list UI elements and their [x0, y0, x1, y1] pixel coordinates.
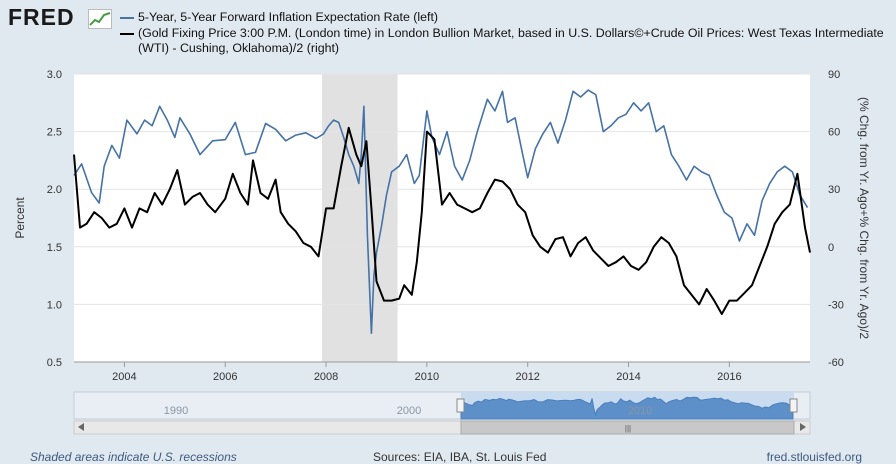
navigator-scrollbar-thumb[interactable]: [460, 420, 795, 435]
y-right-tick-label: 60: [828, 127, 840, 139]
fred-logo[interactable]: FRED: [8, 4, 75, 30]
x-tick-label: 2016: [717, 371, 741, 383]
navigator-label-2010: 2010: [628, 405, 652, 417]
legend-entry-gold-oil[interactable]: (Gold Fixing Price 3:00 P.M. (London tim…: [120, 26, 890, 57]
y-right-tick-label: -60: [828, 357, 844, 369]
y-left-tick-label: 2.0: [47, 184, 62, 196]
recession-note: Shaded areas indicate U.S. recessions: [30, 450, 237, 464]
x-tick-label: 2006: [213, 371, 237, 383]
legend-swatch-black: [120, 32, 134, 35]
x-tick-label: 2004: [112, 371, 136, 383]
legend-swatch-blue: [120, 17, 134, 19]
y-left-tick-label: 1.0: [47, 299, 62, 311]
legend-label: 5-Year, 5-Year Forward Inflation Expecta…: [138, 10, 439, 24]
series-gold-oil-line: [73, 126, 811, 315]
legend-entry-inflation-expectation[interactable]: 5-Year, 5-Year Forward Inflation Expecta…: [120, 10, 890, 26]
y-right-tick-label: 0: [828, 242, 834, 254]
y-left-tick-label: 1.5: [47, 242, 62, 254]
scroll-left-arrow-icon[interactable]: [78, 423, 84, 431]
y-left-tick-label: 3.0: [47, 69, 62, 81]
x-tick-label: 2008: [314, 371, 338, 383]
scroll-right-arrow-icon[interactable]: [800, 423, 806, 431]
chart-legend: 5-Year, 5-Year Forward Inflation Expecta…: [120, 10, 890, 57]
y-right-axis-title: (% Chg. from Yr. Ago+% Chg. from Yr. Ago…: [857, 97, 871, 339]
fred-logo-chart-icon: [88, 9, 112, 29]
x-tick-label: 2012: [515, 371, 539, 383]
x-tick-label: 2014: [616, 371, 640, 383]
y-right-tick-label: -30: [828, 299, 844, 311]
sources-note: Sources: EIA, IBA, St. Louis Fed: [373, 450, 547, 464]
y-left-axis-title: Percent: [13, 197, 27, 239]
navigator-scrollbar-grip-icon: |||: [625, 424, 631, 433]
fred-url-link[interactable]: fred.stlouisfed.org: [766, 450, 862, 464]
y-right-tick-label: 90: [828, 69, 840, 81]
legend-label: (Gold Fixing Price 3:00 P.M. (London tim…: [138, 25, 884, 56]
navigator-label-1990: 1990: [164, 405, 188, 417]
navigator-series: [460, 396, 794, 420]
x-tick-label: 2010: [415, 371, 439, 383]
y-right-tick-label: 30: [828, 184, 840, 196]
navigator-label-2000: 2000: [397, 405, 421, 417]
range-navigator[interactable]: 1990 2000 2010 |||: [73, 391, 811, 435]
navigator-left-handle[interactable]: [456, 398, 465, 413]
navigator-right-handle[interactable]: [789, 398, 798, 413]
y-left-tick-label: 2.5: [47, 127, 62, 139]
y-left-tick-label: 0.5: [47, 357, 62, 369]
plot-background: [74, 74, 810, 362]
recession-shade: [322, 74, 398, 362]
